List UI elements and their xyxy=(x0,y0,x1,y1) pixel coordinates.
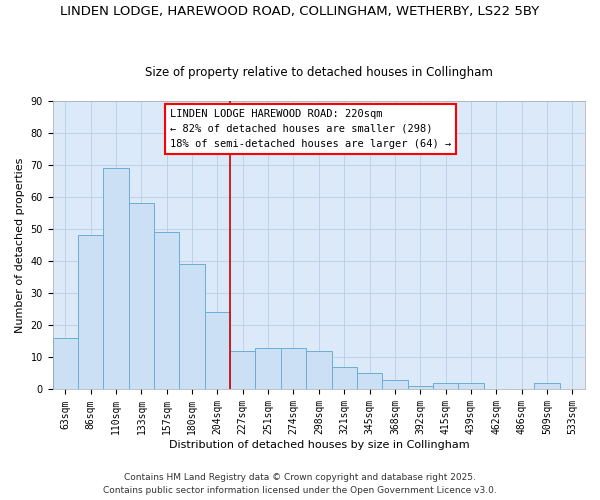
Bar xyxy=(535,383,560,390)
Title: Size of property relative to detached houses in Collingham: Size of property relative to detached ho… xyxy=(145,66,493,78)
Bar xyxy=(306,351,332,390)
Bar xyxy=(129,203,154,390)
Bar xyxy=(357,374,382,390)
Bar xyxy=(78,236,103,390)
Bar xyxy=(179,264,205,390)
Bar xyxy=(281,348,306,390)
Bar xyxy=(382,380,407,390)
Bar xyxy=(458,383,484,390)
Text: LINDEN LODGE, HAREWOOD ROAD, COLLINGHAM, WETHERBY, LS22 5BY: LINDEN LODGE, HAREWOOD ROAD, COLLINGHAM,… xyxy=(61,5,539,18)
Bar xyxy=(154,232,179,390)
Bar xyxy=(407,386,433,390)
Bar xyxy=(433,383,458,390)
X-axis label: Distribution of detached houses by size in Collingham: Distribution of detached houses by size … xyxy=(169,440,469,450)
Bar xyxy=(53,338,78,390)
Bar xyxy=(256,348,281,390)
Text: Contains HM Land Registry data © Crown copyright and database right 2025.
Contai: Contains HM Land Registry data © Crown c… xyxy=(103,474,497,495)
Text: LINDEN LODGE HAREWOOD ROAD: 220sqm
← 82% of detached houses are smaller (298)
18: LINDEN LODGE HAREWOOD ROAD: 220sqm ← 82%… xyxy=(170,109,451,149)
Bar xyxy=(230,351,256,390)
Bar xyxy=(205,312,230,390)
Bar xyxy=(332,367,357,390)
Bar xyxy=(103,168,129,390)
Y-axis label: Number of detached properties: Number of detached properties xyxy=(15,158,25,332)
